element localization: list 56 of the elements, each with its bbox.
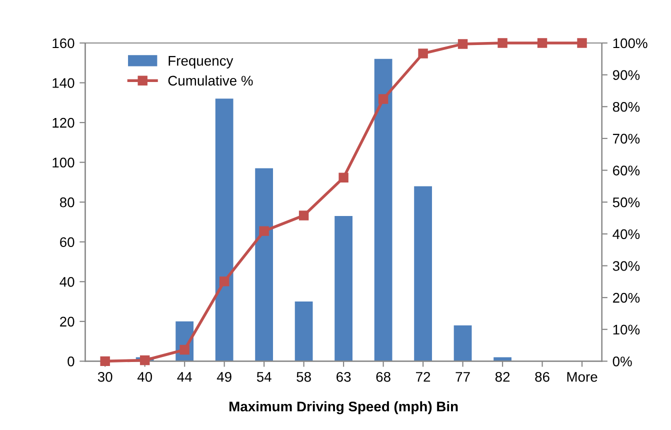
y2-tick-label: 10% bbox=[613, 324, 640, 335]
y-tick-label: 120 bbox=[52, 118, 74, 128]
x-tick-label: 44 bbox=[177, 372, 192, 382]
point bbox=[458, 39, 468, 49]
legend-label: Cumulative % bbox=[168, 75, 253, 86]
point bbox=[100, 356, 110, 366]
x-tick-label: More bbox=[567, 372, 598, 382]
bar bbox=[334, 216, 352, 362]
y-tick-label: 20 bbox=[60, 316, 74, 327]
x-tick-label: 54 bbox=[256, 372, 272, 382]
point bbox=[180, 344, 190, 355]
y2-tick-label: 90% bbox=[612, 70, 640, 80]
point bbox=[338, 172, 348, 182]
point bbox=[298, 210, 309, 220]
legend-label: Frequency bbox=[168, 56, 234, 68]
y-tick-label: 100 bbox=[52, 158, 74, 168]
y2-tick-label: 70% bbox=[613, 134, 640, 144]
bar bbox=[454, 325, 472, 362]
x-tick-label: 86 bbox=[535, 372, 550, 382]
y2-tick-label: 50% bbox=[612, 197, 640, 208]
y2-tick-label: 20% bbox=[613, 292, 640, 303]
y-tick-label: 60 bbox=[60, 237, 74, 248]
point bbox=[140, 355, 150, 366]
y-tick-label: 160 bbox=[52, 38, 74, 48]
y2-tick-label: 40% bbox=[612, 229, 640, 240]
bar bbox=[255, 168, 274, 362]
x-tick-label: 82 bbox=[495, 372, 510, 382]
y-tick-label: 0 bbox=[68, 356, 74, 366]
y-tick-label: 140 bbox=[52, 78, 74, 88]
x-tick-label: 40 bbox=[137, 372, 152, 382]
point bbox=[498, 38, 508, 48]
point bbox=[418, 48, 428, 58]
bar bbox=[294, 302, 313, 362]
bar bbox=[215, 98, 234, 362]
bar bbox=[414, 186, 432, 362]
x-tick-label: 63 bbox=[336, 372, 351, 382]
x-axis-title: Maximum Driving Speed (mph) Bin bbox=[230, 401, 458, 414]
x-tick-label: 30 bbox=[98, 372, 112, 382]
x-tick-label: 72 bbox=[416, 372, 430, 382]
bar bbox=[374, 58, 392, 362]
y2-tick-label: 0% bbox=[612, 356, 632, 366]
x-tick-label: 77 bbox=[456, 372, 470, 382]
y2-tick-label: 100% bbox=[613, 38, 648, 48]
y-tick-label: 40 bbox=[60, 276, 74, 287]
x-tick-label: 58 bbox=[296, 372, 311, 382]
point bbox=[378, 94, 388, 104]
x-tick-label: 68 bbox=[376, 372, 390, 382]
point bbox=[219, 276, 230, 286]
point bbox=[537, 38, 548, 48]
point bbox=[577, 38, 587, 48]
x-tick-label: 49 bbox=[216, 372, 232, 382]
point bbox=[259, 226, 269, 236]
y2-tick-label: 30% bbox=[612, 261, 640, 271]
y2-tick-label: 80% bbox=[612, 102, 640, 112]
y-tick-label: 80 bbox=[60, 197, 74, 208]
y2-tick-label: 60% bbox=[613, 166, 640, 176]
